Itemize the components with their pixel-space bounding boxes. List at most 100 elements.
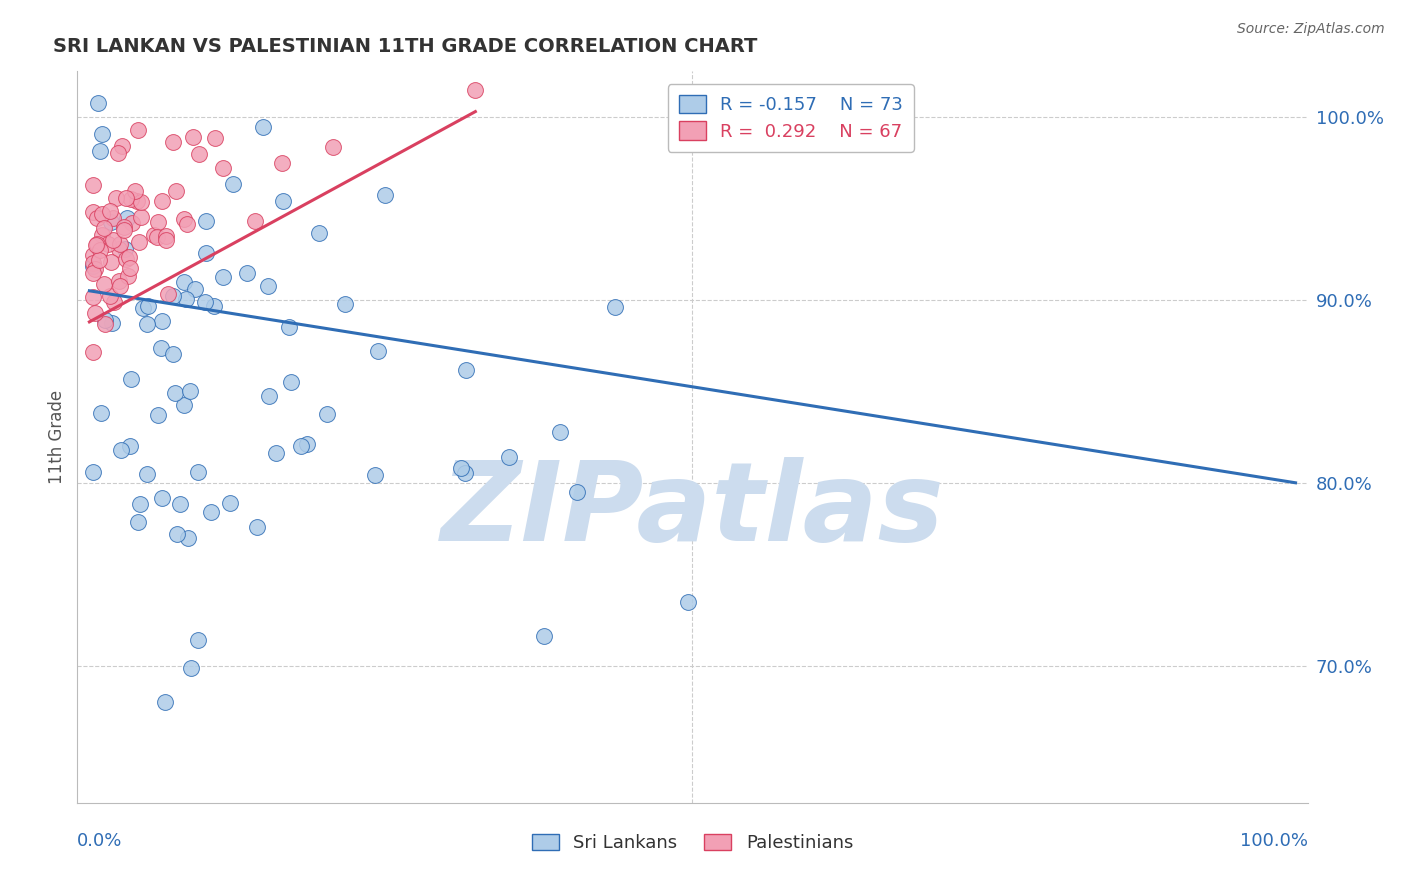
Point: [104, 191, 127, 205]
Point: [87, 253, 110, 268]
Point: [110, 442, 132, 457]
Point: [211, 269, 233, 284]
Point: [129, 210, 152, 224]
Point: [89, 144, 111, 158]
Point: [91, 227, 114, 242]
Point: [146, 230, 169, 244]
Point: [187, 465, 209, 479]
Point: [315, 408, 337, 422]
Point: [83, 305, 105, 319]
Point: [93, 277, 115, 292]
Point: [82, 204, 104, 219]
Point: [567, 485, 589, 500]
Point: [90, 127, 112, 141]
Point: [153, 695, 176, 709]
Point: [146, 409, 169, 423]
Point: [93, 220, 115, 235]
Point: [204, 131, 226, 145]
Point: [87, 95, 110, 110]
Point: [100, 254, 122, 268]
Point: [290, 439, 312, 453]
Point: [101, 316, 124, 330]
Point: [187, 632, 209, 647]
Point: [110, 237, 132, 252]
Point: [295, 436, 318, 450]
Point: [211, 161, 233, 175]
Point: [246, 520, 269, 534]
Point: [112, 223, 135, 237]
Point: [121, 216, 143, 230]
Point: [100, 215, 122, 229]
Point: [82, 290, 104, 304]
Point: [367, 344, 389, 359]
Point: [108, 274, 131, 288]
Point: [165, 184, 187, 198]
Point: [277, 320, 299, 334]
Point: [114, 252, 136, 266]
Point: [176, 217, 198, 231]
Point: [108, 279, 131, 293]
Point: [162, 135, 184, 149]
Point: [155, 228, 177, 243]
Point: [464, 82, 486, 96]
Point: [173, 398, 195, 412]
Point: [127, 516, 149, 530]
Point: [93, 313, 115, 327]
Point: [177, 531, 200, 545]
Point: [112, 219, 135, 234]
Point: [114, 242, 136, 256]
Text: 100.0%: 100.0%: [1240, 832, 1308, 850]
Point: [90, 207, 112, 221]
Point: [138, 299, 160, 313]
Point: [120, 372, 142, 386]
Point: [533, 629, 555, 643]
Point: [450, 461, 472, 475]
Point: [82, 256, 104, 270]
Point: [364, 467, 387, 482]
Point: [270, 155, 292, 169]
Point: [603, 300, 626, 314]
Point: [117, 268, 139, 283]
Point: [173, 276, 195, 290]
Point: [89, 243, 111, 257]
Point: [256, 279, 278, 293]
Point: [259, 389, 281, 403]
Point: [165, 385, 187, 400]
Y-axis label: 11th Grade: 11th Grade: [48, 390, 66, 484]
Point: [98, 288, 121, 302]
Point: [150, 314, 173, 328]
Point: [120, 439, 142, 453]
Point: [173, 211, 195, 226]
Point: [183, 130, 205, 145]
Point: [184, 282, 207, 296]
Point: [252, 120, 274, 134]
Point: [219, 496, 242, 510]
Point: [129, 194, 152, 209]
Point: [456, 363, 478, 377]
Point: [107, 146, 129, 161]
Point: [115, 190, 138, 204]
Point: [162, 346, 184, 360]
Point: [115, 211, 138, 225]
Text: SRI LANKAN VS PALESTINIAN 11TH GRADE CORRELATION CHART: SRI LANKAN VS PALESTINIAN 11TH GRADE COR…: [53, 37, 756, 56]
Point: [103, 295, 125, 310]
Point: [162, 289, 184, 303]
Point: [124, 184, 146, 198]
Point: [82, 345, 104, 359]
Point: [98, 204, 121, 219]
Point: [454, 466, 477, 480]
Point: [187, 147, 209, 161]
Point: [166, 526, 188, 541]
Point: [180, 660, 202, 674]
Point: [143, 228, 166, 243]
Point: [149, 342, 172, 356]
Point: [308, 226, 330, 240]
Point: [128, 235, 150, 250]
Point: [108, 242, 131, 256]
Point: [103, 211, 125, 226]
Point: [131, 301, 153, 316]
Point: [136, 467, 159, 482]
Point: [150, 194, 173, 209]
Point: [243, 213, 266, 227]
Point: [120, 261, 142, 276]
